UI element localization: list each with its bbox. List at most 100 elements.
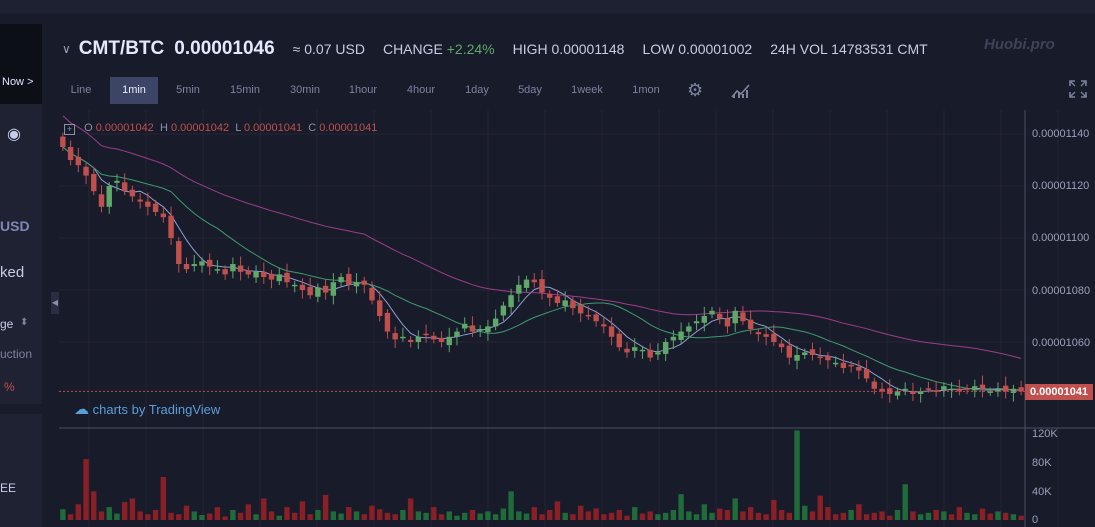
volume-bar [245, 504, 252, 520]
usd-label: USD [0, 218, 30, 234]
volume-bar [577, 505, 584, 520]
candle [840, 362, 847, 368]
volume-bar [176, 514, 182, 520]
candle [987, 391, 993, 393]
volume-bar [809, 511, 816, 520]
candle [979, 384, 986, 389]
volume-bar [802, 505, 808, 520]
volume-bar [369, 505, 375, 520]
candle [778, 343, 785, 348]
interval-30min[interactable]: 30min [290, 84, 320, 96]
candle [925, 388, 932, 390]
candle [145, 201, 151, 207]
candle [477, 329, 483, 331]
interval-5min[interactable]: 5min [176, 84, 200, 96]
candle [322, 285, 329, 293]
candle [1010, 388, 1017, 393]
candle [268, 273, 275, 280]
fullscreen-icon[interactable] [1069, 80, 1087, 103]
volume-bar [562, 512, 568, 520]
candle [469, 325, 476, 332]
candle [941, 386, 947, 390]
volume-bar [701, 504, 707, 520]
candle [910, 391, 916, 394]
candle [678, 331, 684, 340]
sort-icon[interactable]: ⬍ [20, 317, 29, 328]
volume-bar [353, 511, 360, 520]
volume-bar [747, 507, 754, 520]
credit-text: charts by TradingView [92, 402, 221, 417]
change-value: +2.24% [446, 41, 495, 57]
interval-1day[interactable]: 1day [465, 84, 489, 96]
volume-bar [276, 515, 282, 520]
candle [384, 312, 391, 332]
indicators-icon[interactable] [731, 82, 751, 102]
candle [60, 136, 66, 147]
candle [1002, 385, 1009, 392]
volume-bar [887, 515, 893, 520]
interval-5day[interactable]: 5day [518, 84, 542, 96]
volume-bar [601, 514, 607, 520]
volume-bar [832, 514, 839, 520]
promo-card[interactable]: Now > [0, 24, 42, 104]
interval-toolbar: Line 1min 5min 15min 30min 1hour 4hour 1… [59, 76, 1093, 104]
volume-bar [83, 459, 89, 520]
price-tick: 0.00001080 [1032, 285, 1091, 297]
legend-toggle-icon[interactable]: + [64, 124, 75, 135]
interval-1min[interactable]: 1min [110, 77, 158, 104]
volume-bar [60, 509, 66, 520]
now-button[interactable]: Now > [2, 76, 34, 88]
volume-bar [632, 507, 638, 520]
volume-bar [933, 509, 939, 520]
volume-bar [330, 511, 337, 520]
candle [315, 287, 321, 297]
candle [407, 339, 414, 342]
collapse-handle[interactable]: ◀ [51, 292, 59, 314]
candle [222, 269, 228, 275]
ma-slow-line [62, 115, 1022, 359]
candle [214, 269, 221, 271]
pair-name[interactable]: CMT/BTC [78, 38, 165, 59]
volume-bar [431, 507, 437, 520]
legend-close: 0.00001041 [319, 122, 378, 134]
chevron-down-icon[interactable]: ∨ [62, 42, 71, 56]
candle [160, 213, 167, 218]
legend-low-label: L [235, 122, 241, 134]
candle [856, 366, 862, 371]
volume-bar [384, 512, 391, 520]
candle [570, 300, 576, 309]
volume-bar [755, 512, 762, 520]
candle [724, 318, 731, 327]
volume-bar [894, 509, 901, 520]
interval-1week[interactable]: 1week [571, 84, 603, 96]
candle [83, 166, 89, 176]
candle [948, 388, 955, 391]
ee-label: EE [0, 481, 17, 495]
interval-15min[interactable]: 15min [230, 84, 260, 96]
ma-mid-line [62, 146, 1022, 391]
volume-bar [686, 511, 692, 520]
candlestick-chart[interactable] [59, 110, 1095, 527]
volume-bar [145, 514, 151, 520]
candle [593, 314, 599, 322]
interval-1mon[interactable]: 1mon [632, 84, 660, 96]
volume-bar [678, 494, 684, 520]
eye-icon[interactable]: ◉ [7, 126, 21, 143]
volume-bar [972, 514, 978, 520]
candle [253, 271, 259, 278]
candle [168, 215, 174, 238]
candle [446, 336, 452, 346]
interval-line[interactable]: Line [70, 84, 92, 96]
candle [917, 391, 924, 394]
settings-gear-icon[interactable]: ⚙ [687, 80, 704, 100]
volume-bar [786, 512, 793, 520]
volume-stat: 24H VOL 14783531 CMT [770, 41, 928, 57]
interval-1hour[interactable]: 1hour [348, 84, 378, 96]
candle [508, 295, 514, 308]
tradingview-credit[interactable]: ☁ charts by TradingView [74, 400, 220, 418]
candle [632, 347, 638, 351]
candle [902, 388, 908, 391]
interval-4hour[interactable]: 4hour [406, 84, 436, 96]
volume-bar [377, 509, 383, 520]
candle [647, 349, 653, 358]
